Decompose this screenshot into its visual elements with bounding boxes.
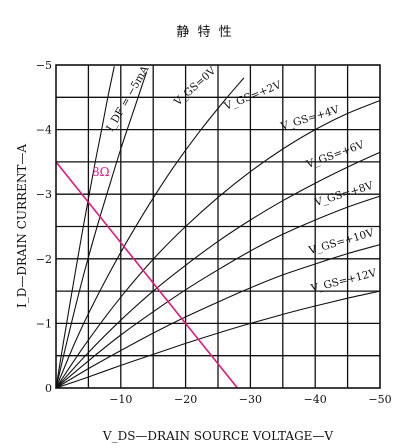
drain-curve bbox=[55, 290, 381, 389]
drain-curve bbox=[55, 99, 381, 389]
curve-label: I_DF = −5mA bbox=[104, 63, 151, 133]
plot-frame bbox=[55, 64, 381, 389]
y-tick-labels: 0 −1 −2 −3 −4 −5 bbox=[36, 59, 52, 395]
drain-curve bbox=[55, 77, 245, 389]
load-line-group: 8Ω bbox=[55, 161, 239, 389]
curve-label: V_GS=0V bbox=[171, 65, 218, 109]
y-axis-label: I_D—DRAIN CURRENT—A bbox=[15, 144, 29, 308]
x-tick-label: −50 bbox=[368, 393, 391, 406]
x-tick-label: −30 bbox=[239, 393, 262, 406]
drain-curve bbox=[55, 195, 381, 389]
drain-curve bbox=[55, 244, 381, 389]
x-axis-label: V_DS—DRAIN SOURCE VOLTAGE—V bbox=[102, 429, 333, 443]
curve-label: V_GS=+6V bbox=[304, 139, 366, 171]
curve-label: V_GS=+10V bbox=[307, 227, 376, 257]
y-tick-label: −3 bbox=[36, 188, 52, 201]
load-line-label: 8Ω bbox=[92, 165, 110, 179]
load-line bbox=[55, 161, 239, 389]
y-tick-label: 0 bbox=[45, 382, 52, 395]
drain-curve bbox=[55, 151, 381, 389]
drain-curve bbox=[55, 71, 148, 389]
curve-label: V_GS=+2V bbox=[222, 79, 284, 113]
y-tick-label: −4 bbox=[36, 124, 52, 137]
y-tick-label: −5 bbox=[36, 59, 52, 72]
chart-title: 静 特 性 bbox=[176, 25, 233, 40]
grid bbox=[56, 65, 380, 388]
curve-group bbox=[55, 66, 381, 389]
x-tick-labels: −10 −20 −30 −40 −50 bbox=[109, 393, 391, 406]
drain-curve bbox=[55, 66, 115, 389]
y-tick-label: −2 bbox=[36, 253, 52, 266]
x-tick-label: −10 bbox=[109, 393, 132, 406]
curve-label: V_GS=+4V bbox=[278, 104, 341, 134]
x-tick-label: −20 bbox=[174, 393, 197, 406]
y-tick-label: −1 bbox=[36, 317, 52, 330]
x-tick-label: −40 bbox=[304, 393, 327, 406]
